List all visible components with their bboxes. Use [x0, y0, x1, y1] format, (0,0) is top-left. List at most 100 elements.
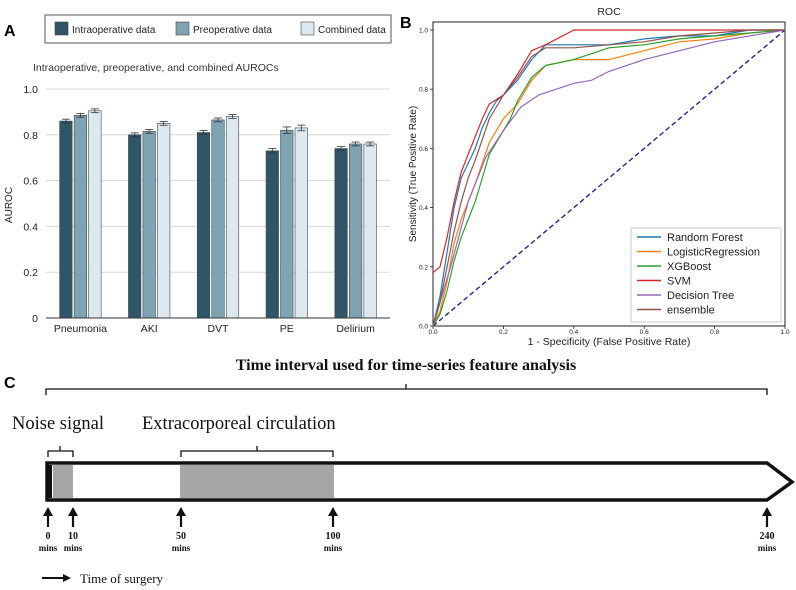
bar-marks [59, 108, 377, 319]
time-of-surgery-label: Time of surgery [80, 571, 164, 586]
legend-label-preoperative: Preoperative data [193, 25, 272, 36]
bar-aki-2 [157, 123, 171, 319]
bar-aki-1 [142, 131, 156, 319]
marker-value: 240 [760, 531, 775, 542]
surgery-timeline-arrow [45, 461, 795, 502]
marker-value: 100 [326, 531, 341, 542]
roc-legend-label: Decision Tree [667, 290, 734, 302]
legend-swatch-preoperative [175, 21, 190, 36]
roc-y-tick-label: 0.4 [419, 205, 428, 212]
marker-value: 10 [68, 531, 78, 542]
marker-unit: mins [758, 543, 777, 553]
roc-y-axis-label: Sensitivity (True Positive Rate) [408, 106, 419, 242]
roc-legend-label: XGBoost [667, 261, 711, 273]
time-legend-arrow-head [63, 574, 71, 582]
bar-pneumonia-2 [88, 110, 102, 319]
bar-dvt-0 [196, 132, 211, 319]
bar-x-ticks: Pneumonia AKI DVT PE Delirium [54, 323, 375, 335]
noise-signal-region [48, 465, 73, 498]
bar-pneumonia-0 [59, 120, 73, 319]
bar-x-tick-label: DVT [208, 323, 230, 335]
panel-label-a: A [4, 23, 16, 40]
roc-x-tick-label: 0.2 [499, 329, 508, 336]
roc-legend: Random Forest LogisticRegression XGBoost SV… [637, 232, 760, 317]
bar-delirium-0 [334, 148, 348, 319]
marker-value: 50 [176, 531, 186, 542]
marker-value: 0 [46, 531, 51, 542]
bar-pe-0 [265, 150, 279, 319]
roc-y-tick-label: 0.6 [419, 146, 428, 153]
marker-arrow-head [43, 507, 53, 516]
ecc-label: Extracorporeal circulation [142, 414, 336, 434]
panel-a: A Intraoperative data Preoperative data … [4, 14, 392, 335]
bar-delirium-1 [349, 143, 363, 319]
bar-y-axis-label: AUROC [4, 187, 15, 223]
marker-arrow-head [328, 507, 338, 516]
roc-title: ROC [597, 6, 621, 18]
roc-y-ticks: 0.0 0.2 0.4 0.6 0.8 1.0 [419, 28, 433, 331]
roc-y-tick-label: 0.8 [419, 87, 428, 94]
panel-label-c: C [4, 375, 16, 392]
roc-x-axis-label: 1 - Specificity (False Positive Rate) [528, 336, 691, 348]
bar-pneumonia-1 [73, 115, 87, 319]
roc-x-tick-label: 0.4 [569, 329, 578, 336]
bar-y-tick-label: 0.2 [23, 267, 38, 279]
bar-x-tick-label: AKI [141, 323, 158, 335]
roc-line-logisticregression [432, 29, 786, 327]
noise-signal-label: Noise signal [12, 414, 104, 434]
bar-chart-title: Intraoperative, preoperative, and combin… [33, 62, 279, 74]
legend-swatch-combined [300, 21, 315, 36]
marker-arrow-head [176, 507, 186, 516]
legend-label-combined: Combined data [318, 25, 386, 36]
bar-y-tick-label: 0 [32, 313, 38, 325]
roc-x-ticks: 0.0 0.2 0.4 0.6 0.8 1.0 [428, 326, 790, 336]
marker-arrow-head [68, 507, 78, 516]
roc-x-tick-label: 0.6 [640, 329, 649, 336]
bar-x-tick-label: PE [280, 323, 294, 335]
roc-line-svm [432, 29, 785, 274]
marker-unit: mins [324, 543, 343, 553]
bar-y-tick-label: 0.8 [23, 130, 38, 142]
bar-legend-box [44, 14, 392, 44]
bar-pe-2 [294, 127, 308, 319]
roc-y-tick-label: 0.2 [419, 264, 428, 271]
panel-c: C Time interval used for time-series fea… [4, 357, 795, 586]
panel-label-b: B [400, 15, 412, 32]
roc-y-tick-label: 1.0 [419, 28, 428, 35]
roc-x-tick-label: 1.0 [780, 329, 789, 336]
roc-legend-label: SVM [667, 276, 691, 288]
bar-pe-1 [280, 129, 294, 319]
roc-legend-label: LogisticRegression [667, 247, 760, 259]
marker-unit: mins [172, 543, 191, 553]
bar-aki-0 [128, 134, 142, 319]
roc-series-lines [432, 29, 786, 327]
roc-line-ensemble [432, 29, 785, 327]
ecc-bracket [180, 450, 334, 457]
bar-dvt-1 [211, 119, 225, 319]
roc-x-tick-label: 0.0 [428, 329, 437, 336]
overall-interval-bracket [45, 388, 768, 395]
roc-legend-label: ensemble [667, 305, 715, 317]
bar-y-tick-label: 0.4 [23, 221, 38, 233]
marker-arrow-head [762, 507, 772, 516]
roc-legend-label: Random Forest [667, 232, 743, 244]
roc-y-tick-label: 0.0 [419, 324, 428, 331]
bar-y-ticks: 0 0.2 0.4 0.6 0.8 1.0 [23, 84, 38, 325]
noise-bracket [47, 450, 74, 457]
bar-y-tick-label: 0.6 [23, 176, 38, 188]
roc-line-decision-tree [432, 29, 786, 327]
bar-x-tick-label: Delirium [336, 323, 375, 335]
bar-delirium-2 [363, 143, 377, 319]
roc-x-tick-label: 0.8 [710, 329, 719, 336]
bar-y-tick-label: 1.0 [23, 84, 38, 96]
marker-unit: mins [39, 543, 58, 553]
bar-dvt-2 [225, 116, 240, 319]
noise-start-block [48, 465, 52, 498]
roc-line-xgboost [432, 29, 786, 327]
timeline-title: Time interval used for time-series featu… [236, 357, 576, 374]
roc-chance-diagonal [432, 29, 786, 327]
roc-legend-box [630, 227, 782, 323]
legend-label-intraoperative: Intraoperative data [72, 25, 156, 36]
